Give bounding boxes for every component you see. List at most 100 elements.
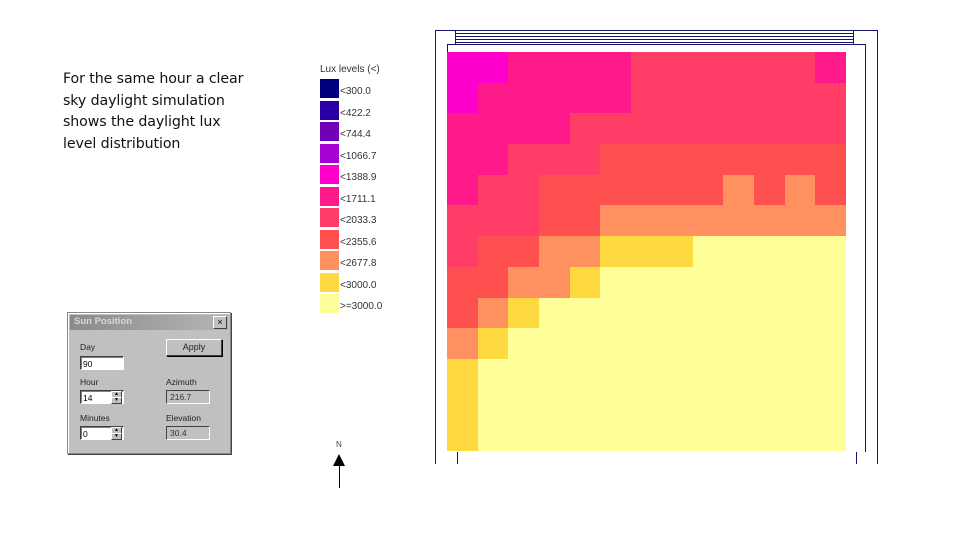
- legend-swatch: [320, 186, 339, 206]
- grid-cell: [447, 174, 478, 206]
- grid-cell: [692, 52, 724, 83]
- grid-cell: [600, 113, 632, 145]
- grid-cell: [815, 266, 846, 298]
- grid-cell: [600, 328, 632, 359]
- grid-cell: [784, 358, 816, 390]
- caption-line: shows the daylight lux: [63, 114, 221, 131]
- grid-cell: [600, 389, 632, 421]
- legend-swatch: [320, 229, 339, 249]
- legend-swatch: [320, 143, 339, 163]
- grid-cell: [600, 82, 632, 114]
- frame-inner-left: [447, 44, 449, 52]
- grid-cell: [600, 174, 632, 206]
- legend-items: <300.0 <422.2 <744.4 <1066.7 <1388.9 <1711.1 <…: [318, 77, 383, 314]
- grid-cell: [477, 144, 509, 175]
- grid-cell: [508, 328, 540, 359]
- grid-cell: [631, 328, 662, 359]
- grid-cell: [661, 236, 693, 267]
- grid-cell: [631, 236, 662, 267]
- grid-cell: [723, 358, 754, 390]
- grid-cell: [661, 266, 693, 298]
- grid-cell: [447, 144, 478, 175]
- grid-cell: [753, 297, 785, 329]
- grid-cell: [723, 236, 754, 267]
- window-jamb-right: [853, 30, 854, 44]
- grid-cell: [815, 328, 846, 359]
- grid-cell: [692, 297, 724, 329]
- grid-cell: [631, 420, 662, 451]
- legend-label: <744.4: [340, 129, 371, 140]
- hour-spin-down-icon[interactable]: ▼: [111, 397, 122, 404]
- grid-cell: [569, 144, 601, 175]
- grid-cell: [661, 297, 693, 329]
- grid-cell: [539, 52, 570, 83]
- grid-cell: [661, 174, 693, 206]
- apply-button[interactable]: Apply: [166, 339, 222, 356]
- legend-label: <422.2: [340, 107, 371, 119]
- minutes-value: 0: [83, 429, 88, 439]
- grid-cell: [569, 328, 601, 359]
- grid-cell: [539, 297, 570, 329]
- grid-cell: [539, 113, 570, 145]
- grid-cell: [447, 297, 478, 329]
- grid-cell: [477, 113, 509, 145]
- grid-cell: [477, 266, 509, 298]
- dialog-titlebar[interactable]: Sun Position ×: [70, 315, 228, 330]
- elevation-value: 30.4: [166, 426, 210, 440]
- grid-cell: [753, 174, 785, 206]
- legend-label: <300.0: [340, 86, 371, 97]
- day-field[interactable]: 90: [80, 356, 124, 370]
- grid-cell: [477, 328, 509, 359]
- grid-cell: [477, 205, 509, 237]
- legend-item: <300.0: [318, 77, 380, 99]
- grid-cell: [692, 266, 724, 298]
- grid-cell: [477, 358, 509, 390]
- legend-item: <2033.3: [318, 206, 380, 228]
- grid-cell: [784, 52, 816, 83]
- grid-cell: [600, 266, 632, 298]
- minutes-stepper[interactable]: 0 ▲ ▼: [80, 426, 124, 440]
- grid-cell: [692, 358, 724, 390]
- grid-cell: [569, 266, 601, 298]
- grid-cell: [539, 82, 570, 114]
- close-icon[interactable]: ×: [213, 316, 227, 329]
- grid-cell: [539, 389, 570, 421]
- grid-cell: [447, 82, 478, 114]
- grid-cell: [753, 113, 785, 145]
- grid-cell: [569, 389, 601, 421]
- grid-cell: [815, 297, 846, 329]
- sun-position-dialog: Sun Position × Day 90 Apply Hour 14 ▲ ▼ …: [67, 312, 231, 454]
- grid-cell: [723, 52, 754, 83]
- frame-outer-top: [435, 30, 878, 32]
- grid-cell: [692, 205, 724, 237]
- grid-cell: [753, 420, 785, 451]
- grid-cell: [661, 420, 693, 451]
- grid-cell: [508, 205, 540, 237]
- hour-stepper[interactable]: 14 ▲ ▼: [80, 390, 124, 404]
- grid-cell: [447, 328, 478, 359]
- grid-cell: [447, 236, 478, 267]
- grid-cell: [569, 205, 601, 237]
- grid-cell: [753, 389, 785, 421]
- grid-cell: [508, 236, 540, 267]
- grid-cell: [447, 389, 478, 421]
- legend-item: <1066.7: [318, 142, 380, 164]
- grid-cell: [600, 236, 632, 267]
- grid-cell: [784, 420, 816, 451]
- grid-cell: [631, 113, 662, 145]
- grid-cell: [631, 358, 662, 390]
- minutes-spin-down-icon[interactable]: ▼: [111, 433, 122, 440]
- grid-cell: [784, 297, 816, 329]
- grid-cell: [723, 297, 754, 329]
- grid-cell: [569, 82, 601, 114]
- grid-cell: [815, 205, 846, 237]
- grid-cell: [447, 205, 478, 237]
- legend-label: >=3000.0: [340, 301, 383, 312]
- grid-cell: [447, 266, 478, 298]
- grid-cell: [539, 236, 570, 267]
- grid-cell: [784, 144, 816, 175]
- legend-item: <744.4: [318, 120, 380, 142]
- grid-cell: [631, 205, 662, 237]
- grid-cell: [723, 420, 754, 451]
- grid-cell: [784, 113, 816, 145]
